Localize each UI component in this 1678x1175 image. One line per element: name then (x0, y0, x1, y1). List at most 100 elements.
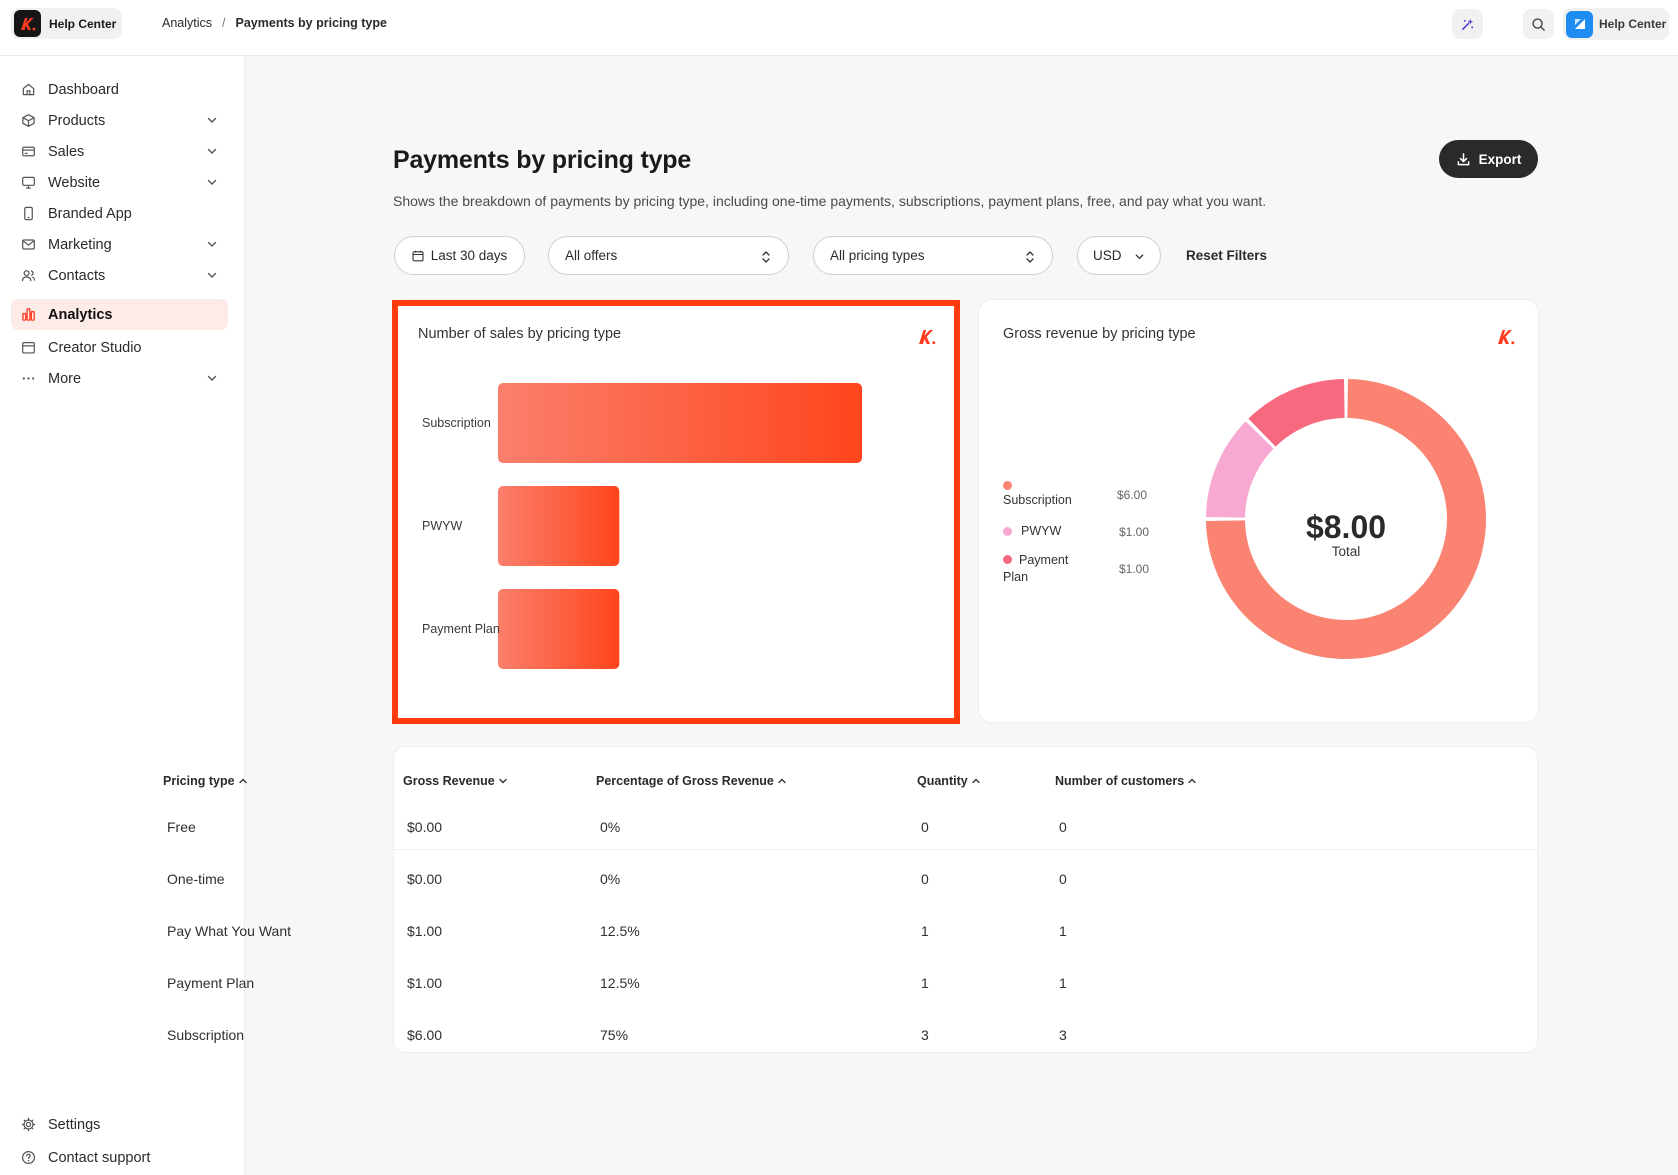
pricing-type-select[interactable]: All pricing types (813, 236, 1053, 275)
sort-asc-icon[interactable] (1187, 776, 1197, 786)
legend-item-subscription[interactable]: Subscription (1003, 479, 1072, 507)
sidebar-item-analytics[interactable]: Analytics (11, 299, 228, 330)
column-header-number-of-customers[interactable]: Number of customers (1055, 774, 1197, 788)
table-cell: 1 (921, 923, 929, 939)
column-header-percentage-of-gross-revenue[interactable]: Percentage of Gross Revenue (596, 774, 787, 788)
bar-label: Payment Plan (422, 622, 500, 636)
donut-slice-pwyw[interactable] (1206, 421, 1274, 518)
legend-item-payment-plan[interactable]: Payment Plan (1003, 552, 1083, 586)
table-cell: 1 (1059, 923, 1067, 939)
sidebar-item-creator-studio[interactable]: Creator Studio (11, 332, 228, 363)
chevron-updown-icon (762, 251, 770, 263)
sparkle-icon (1462, 18, 1474, 30)
table-cell: $0.00 (407, 871, 443, 887)
sidebar-item-contacts[interactable]: Contacts (11, 260, 228, 291)
column-header-label: Gross Revenue (403, 774, 495, 788)
card-title: Number of sales by pricing type (418, 326, 622, 342)
column-header-label: Number of customers (1055, 774, 1185, 788)
sort-asc-icon[interactable] (777, 776, 787, 786)
export-label: Export (1478, 151, 1522, 167)
donut-total-label: Total (1331, 544, 1361, 559)
bar-payment-plan[interactable] (498, 589, 620, 669)
sidebar-item-sales[interactable]: Sales (11, 136, 228, 167)
table-header-divider (394, 849, 1537, 850)
search-button[interactable] (1523, 9, 1554, 39)
ai-sparkle-button[interactable] (1452, 9, 1483, 39)
chart-icon (20, 307, 36, 323)
table-cell: 3 (1059, 1027, 1067, 1043)
table-cell: Free (167, 819, 196, 835)
sort-asc-icon[interactable] (971, 776, 981, 786)
table-cell: Subscription (167, 1027, 245, 1043)
donut-center: $8.00 Total (1271, 510, 1421, 559)
sidebar-item-dashboard[interactable]: Dashboard (11, 74, 228, 105)
offers-select[interactable]: All offers (548, 236, 789, 275)
bar-label: Subscription (422, 416, 491, 430)
table-cell: $6.00 (407, 1027, 443, 1043)
sidebar-item-label: Contacts (48, 267, 106, 284)
legend-value: $1.00 (1119, 562, 1150, 576)
help-center-button[interactable]: Help Center (1563, 8, 1669, 40)
export-button[interactable]: Export (1439, 140, 1538, 178)
bar-subscription[interactable] (498, 383, 862, 463)
gear-icon (20, 1117, 36, 1133)
monitor-icon (20, 175, 36, 191)
chevron-down-icon (207, 179, 217, 185)
revenue-by-pricing-type-card: Gross revenue by pricing type Subscripti… (978, 299, 1539, 723)
main-content: Payments by pricing type Shows the break… (163, 56, 1678, 1175)
table-cell: 0% (600, 819, 621, 835)
column-header-pricing-type[interactable]: Pricing type (163, 774, 248, 788)
brand-logo-icon (14, 10, 41, 37)
date-range-filter[interactable]: Last 30 days (394, 236, 525, 275)
sidebar-item-label: Analytics (48, 306, 113, 323)
reset-filters-button[interactable]: Reset Filters (1186, 248, 1268, 263)
legend-label: PWYW (1021, 524, 1062, 538)
sidebar-item-settings[interactable]: Settings (11, 1109, 228, 1140)
legend-dot (1003, 481, 1012, 490)
column-header-quantity[interactable]: Quantity (917, 774, 981, 788)
page-description: Shows the breakdown of payments by prici… (393, 193, 1267, 209)
page-title: Payments by pricing type (393, 146, 692, 174)
sidebar-item-label: Website (48, 174, 101, 191)
sidebar-item-label: Products (48, 112, 106, 129)
table-cell: One-time (167, 871, 225, 887)
table-cell: 12.5% (600, 975, 640, 991)
sidebar-item-branded-app[interactable]: Branded App (11, 198, 228, 229)
sort-desc-icon[interactable] (498, 776, 508, 786)
chevron-down-icon (207, 117, 217, 123)
search-icon (1532, 17, 1545, 31)
bar-pwyw[interactable] (498, 486, 620, 566)
home-icon (20, 82, 36, 98)
sidebar-item-website[interactable]: Website (11, 167, 228, 198)
sidebar-item-label: Dashboard (48, 81, 119, 98)
column-header-label: Pricing type (163, 774, 235, 788)
sort-asc-icon[interactable] (238, 776, 248, 786)
sidebar-item-label: Sales (48, 143, 85, 160)
sidebar-item-products[interactable]: Products (11, 105, 228, 136)
brand-switcher[interactable]: Help Center (11, 8, 122, 39)
table-cell: 1 (921, 975, 929, 991)
table-cell: 12.5% (600, 923, 640, 939)
table-cell: $0.00 (407, 819, 443, 835)
brand-logo-icon (1498, 330, 1515, 345)
sidebar-item-contact-support[interactable]: Contact support (11, 1142, 228, 1173)
table-cell: Payment Plan (167, 975, 255, 991)
table-cell: $1.00 (407, 923, 443, 939)
calendar-icon (412, 250, 424, 261)
table-cell: 0 (1059, 871, 1067, 887)
sidebar-item-marketing[interactable]: Marketing (11, 229, 228, 260)
mail-icon (20, 237, 36, 253)
sidebar-item-label: Creator Studio (48, 339, 142, 356)
table-cell: 1 (1059, 975, 1067, 991)
table-cell: 0% (600, 871, 621, 887)
sidebar-item-more[interactable]: More (11, 363, 228, 394)
currency-select[interactable]: USD (1077, 236, 1161, 275)
legend-item-pwyw[interactable]: PWYW (1003, 524, 1061, 538)
donut-slice-payment-plan[interactable] (1248, 379, 1345, 447)
table-cell: Pay What You Want (167, 923, 291, 939)
breadcrumb-analytics[interactable]: Analytics (162, 16, 213, 30)
bar-label: PWYW (422, 519, 462, 533)
sidebar-item-label: Branded App (48, 205, 132, 222)
brand-logo-icon (919, 330, 936, 345)
column-header-gross-revenue[interactable]: Gross Revenue (403, 774, 508, 788)
